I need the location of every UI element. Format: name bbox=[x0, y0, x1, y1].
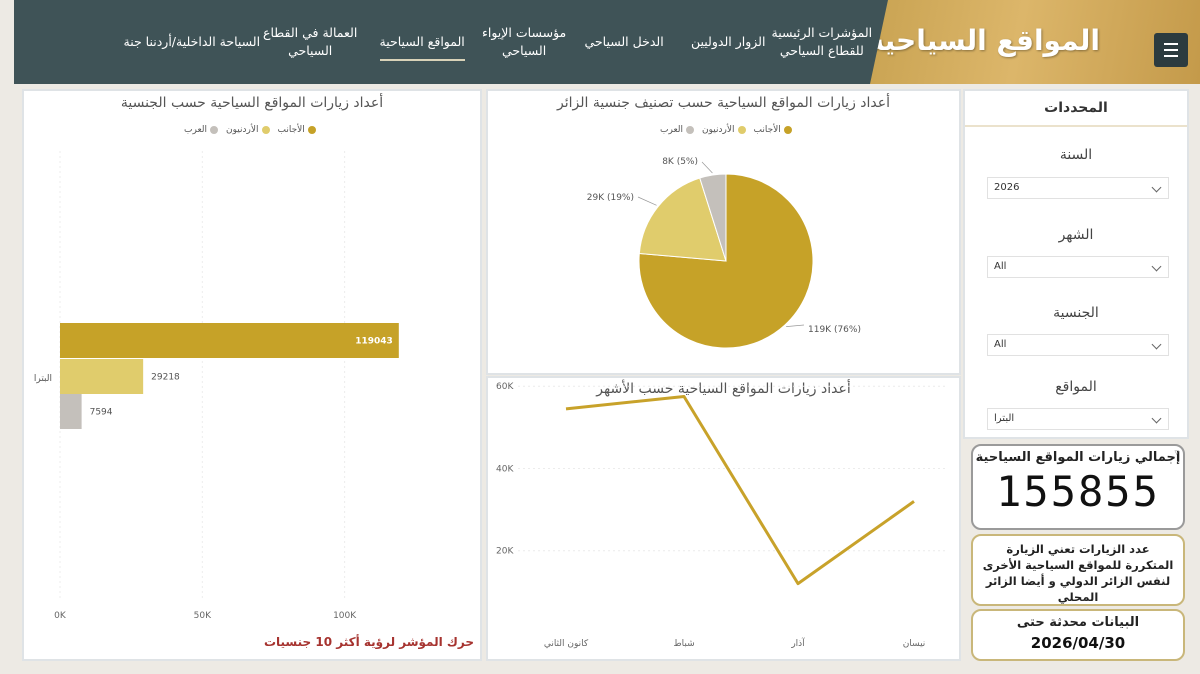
bar-1 bbox=[60, 323, 399, 358]
x-tick-label: آذار bbox=[790, 637, 805, 649]
month-select-value: All bbox=[994, 261, 1007, 272]
line-chart[interactable]: 20K 40K 60K كانون الثاني شباط آذار نيسان bbox=[488, 378, 959, 659]
nav-item-1[interactable]: المؤشرات الرئيسية للقطاع السياحي bbox=[771, 25, 873, 58]
filters-title: المحددات bbox=[965, 91, 1187, 127]
pie-data-label: 29K (19%) bbox=[587, 193, 634, 203]
y-tick-label: 40K bbox=[496, 464, 514, 474]
year-filter-label: السنة bbox=[1059, 147, 1093, 163]
chevron-down-icon bbox=[1151, 339, 1162, 350]
line-chart-panel: أعداد زيارات المواقع السياحية حسب الأشهر… bbox=[486, 376, 961, 661]
site-filter-label: المواقع bbox=[1055, 379, 1097, 395]
x-tick-label: 50K bbox=[194, 611, 212, 621]
total-visits-value: 155855 bbox=[996, 467, 1160, 516]
nationality-select-value: All bbox=[994, 339, 1007, 350]
pie-leader-line bbox=[637, 196, 657, 206]
line-chart-title: أعداد زيارات المواقع السياحية حسب الأشهر bbox=[596, 381, 851, 397]
legend-dot-arab bbox=[686, 126, 695, 134]
total-visits-card: إجمالي زيارات المواقع السياحية 155855 ▿ bbox=[971, 444, 1185, 530]
chevron-down-icon bbox=[1151, 413, 1162, 424]
x-tick-label: 0K bbox=[54, 611, 67, 621]
nav-item-6[interactable]: العمالة في القطاع السياحي bbox=[263, 25, 358, 58]
legend-dot-foreign bbox=[783, 126, 792, 134]
pie-data-label: 8K (5%) bbox=[662, 157, 698, 167]
updated-label: البيانات محدثة حتى bbox=[1016, 615, 1140, 630]
legend-jordanian-label: الأردنيون bbox=[702, 125, 735, 135]
x-tick-label: نيسان bbox=[903, 639, 926, 649]
legend-dot-foreign bbox=[307, 126, 316, 134]
legend-dot-arab bbox=[210, 126, 219, 134]
bar-chart-hint: حرك المؤشر لرؤية أكثر 10 جنسيات bbox=[263, 635, 474, 649]
note-text: عدد الزيارات تعني الزيارة المتكررة للموا… bbox=[982, 542, 1174, 604]
updated-card: البيانات محدثة حتى 2026/04/30 bbox=[971, 609, 1185, 661]
y-category-label: البترا bbox=[34, 374, 52, 384]
site-select[interactable]: البترا bbox=[987, 408, 1169, 430]
nav-item-4[interactable]: مؤسسات الإيواء السياحي bbox=[482, 25, 567, 58]
nav-item-5[interactable]: المواقع السياحية bbox=[379, 33, 465, 61]
top-bar: المؤشرات الرئيسية للقطاع السياحي الزوار ال… bbox=[14, 0, 1200, 84]
legend-arab-label: العرب bbox=[184, 125, 208, 135]
pie-chart-title: أعداد زيارات المواقع السياحية حسب تصنيف … bbox=[556, 95, 890, 111]
bar-chart-legend: الأجانب الأردنيون العرب bbox=[184, 125, 316, 135]
legend-dot-jordanian bbox=[737, 126, 746, 134]
bar-2 bbox=[60, 359, 144, 394]
pie-slice-3 bbox=[699, 173, 727, 262]
title-banner: المواقع السياحية bbox=[870, 0, 1200, 84]
legend-foreign-label: الأجانب bbox=[277, 125, 305, 135]
x-tick-label: شباط bbox=[673, 639, 694, 649]
year-select-value: 2026 bbox=[994, 182, 1020, 193]
nav-item-2[interactable]: الزوار الدوليين bbox=[691, 34, 766, 49]
nationality-filter-label: الجنسية bbox=[1053, 305, 1099, 321]
month-select[interactable]: All bbox=[987, 256, 1169, 278]
bar-3 bbox=[60, 394, 82, 429]
legend-jordanian-label: الأردنيون bbox=[226, 125, 259, 135]
month-filter-label: الشهر bbox=[1058, 227, 1094, 243]
nav-item-7[interactable]: السياحة الداخلية/أردننا جنة bbox=[123, 34, 261, 49]
chevron-down-icon bbox=[1151, 261, 1162, 272]
x-tick-label: كانون الثاني bbox=[544, 639, 589, 649]
pie-data-label: 119K (76%) bbox=[808, 325, 861, 335]
note-card: عدد الزيارات تعني الزيارة المتكررة للموا… bbox=[971, 534, 1185, 606]
pie-leader-line bbox=[701, 161, 713, 174]
nav-item-3[interactable]: الدخل السياحي bbox=[584, 34, 664, 49]
chevron-down-icon bbox=[1151, 182, 1162, 193]
legend-foreign-label: الأجانب bbox=[753, 125, 781, 135]
y-tick-label: 20K bbox=[496, 547, 514, 557]
legend-arab-label: العرب bbox=[660, 125, 684, 135]
legend-dot-jordanian bbox=[261, 126, 270, 134]
bar-chart[interactable]: 0K 50K 100K 119043 29218 7594 البترا bbox=[24, 91, 480, 659]
filters-panel: المحددات السنة 2026 الشهر All الجنسية Al… bbox=[963, 89, 1189, 439]
pie-chart[interactable]: 119K (76%) 29K (19%) 8K (5%) bbox=[488, 91, 959, 373]
updated-date: 2026/04/30 bbox=[1030, 634, 1126, 652]
y-tick-label: 60K bbox=[496, 382, 514, 392]
bar-chart-panel: أعداد زيارات المواقع السياحية حسب الجنسي… bbox=[22, 89, 482, 661]
bar-chart-title: أعداد زيارات المواقع السياحية حسب الجنسي… bbox=[120, 95, 384, 111]
bar-data-label: 29218 bbox=[151, 373, 180, 383]
filter-icon[interactable]: ▿ bbox=[1174, 448, 1179, 458]
total-visits-label: إجمالي زيارات المواقع السياحية bbox=[975, 450, 1181, 465]
bar-data-label: 119043 bbox=[355, 337, 393, 347]
pie-chart-legend: الأجانب الأردنيون العرب bbox=[660, 125, 792, 135]
menu-icon[interactable] bbox=[1154, 33, 1188, 67]
year-select[interactable]: 2026 bbox=[987, 177, 1169, 199]
x-tick-label: 100K bbox=[333, 611, 357, 621]
pie-leader-line bbox=[786, 324, 805, 327]
site-select-value: البترا bbox=[994, 413, 1015, 424]
page-title: المواقع السياحية bbox=[867, 24, 1100, 57]
pie-slice-1 bbox=[638, 173, 814, 349]
pie-slice-2 bbox=[638, 177, 727, 262]
bar-data-label: 7594 bbox=[90, 408, 113, 418]
line-series bbox=[565, 395, 915, 586]
pie-chart-panel: أعداد زيارات المواقع السياحية حسب تصنيف … bbox=[486, 89, 961, 375]
nationality-select[interactable]: All bbox=[987, 334, 1169, 356]
